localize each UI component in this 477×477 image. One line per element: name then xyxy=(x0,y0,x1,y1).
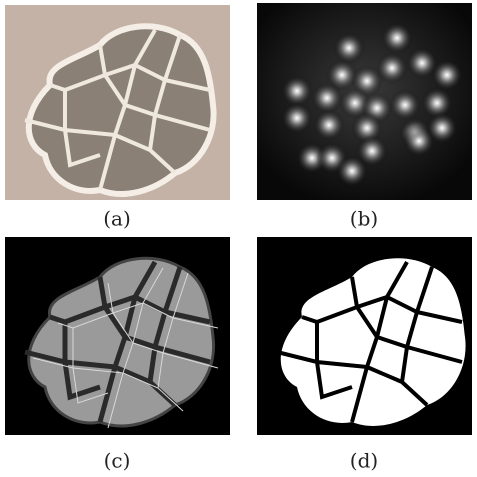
panel-c xyxy=(5,237,230,435)
panel-label: (c) xyxy=(104,449,131,473)
panel-d xyxy=(257,237,472,435)
panel-label: (a) xyxy=(103,207,131,231)
cell-markers xyxy=(281,22,463,187)
panel-b xyxy=(257,3,472,200)
panel-label: (b) xyxy=(350,207,378,231)
panel-label: (d) xyxy=(350,449,378,473)
panel-a xyxy=(5,5,230,200)
